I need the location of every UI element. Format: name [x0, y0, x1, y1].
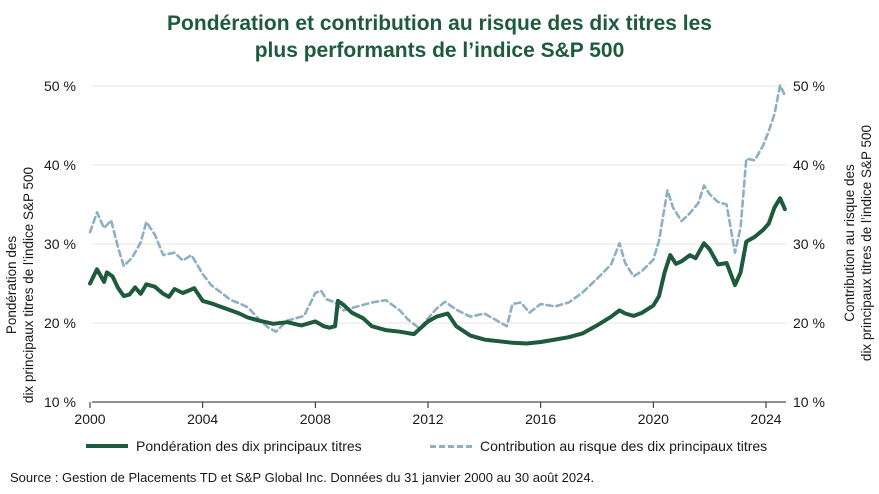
legend-swatch-solid: [86, 444, 128, 448]
x-tick-label: 2004: [187, 411, 218, 427]
y-tick-label-right: 20 %: [793, 315, 825, 331]
chart-title-line-2: plus performants de l’indice S&P 500: [254, 39, 625, 62]
y-ticks-right: 10 % 20 % 30 % 40 % 50 %: [793, 78, 825, 410]
y-tick-label-left: 20 %: [44, 315, 76, 331]
x-tick-label: 2024: [750, 411, 781, 427]
grid-lines: [92, 85, 786, 324]
x-tick-label: 2016: [525, 411, 556, 427]
y-tick-label-left: 40 %: [44, 157, 76, 173]
legend-item-risk: Contribution au risque des dix principau…: [430, 438, 767, 454]
y-tick-label-right: 30 %: [793, 236, 825, 252]
x-tick-label: 2012: [412, 411, 443, 427]
source-note: Source : Gestion de Placements TD et S&P…: [10, 470, 595, 485]
chart-title-line-1: Pondération et contribution au risque de…: [167, 12, 712, 35]
chart-title: Pondération et contribution au risque de…: [0, 10, 879, 64]
y-tick-label-left: 10 %: [44, 394, 76, 410]
legend-label-risk: Contribution au risque des dix principau…: [480, 438, 768, 454]
legend-swatch-dashed: [430, 444, 472, 448]
y-tick-label-right: 50 %: [793, 78, 825, 94]
series-line-weight: [88, 196, 787, 346]
x-tick-label: 2008: [300, 411, 331, 427]
y-tick-label-left: 30 %: [44, 236, 76, 252]
series-line-risk: [88, 83, 787, 333]
y-tick-label-right: 10 %: [793, 394, 825, 410]
x-tick-label: 2020: [638, 411, 669, 427]
series-layer: [88, 83, 787, 346]
y-tick-label-right: 40 %: [793, 157, 825, 173]
y-ticks-left: 10 % 20 % 30 % 40 % 50 %: [44, 78, 76, 410]
legend-label-weight: Pondération des dix principaux titres: [136, 438, 362, 454]
x-ticks: 2000 2004 2008 2012 2016 2020 2024: [74, 402, 782, 427]
y-tick-label-left: 50 %: [44, 78, 76, 94]
x-tick-label: 2000: [74, 411, 105, 427]
legend-item-weight: Pondération des dix principaux titres: [86, 438, 362, 454]
